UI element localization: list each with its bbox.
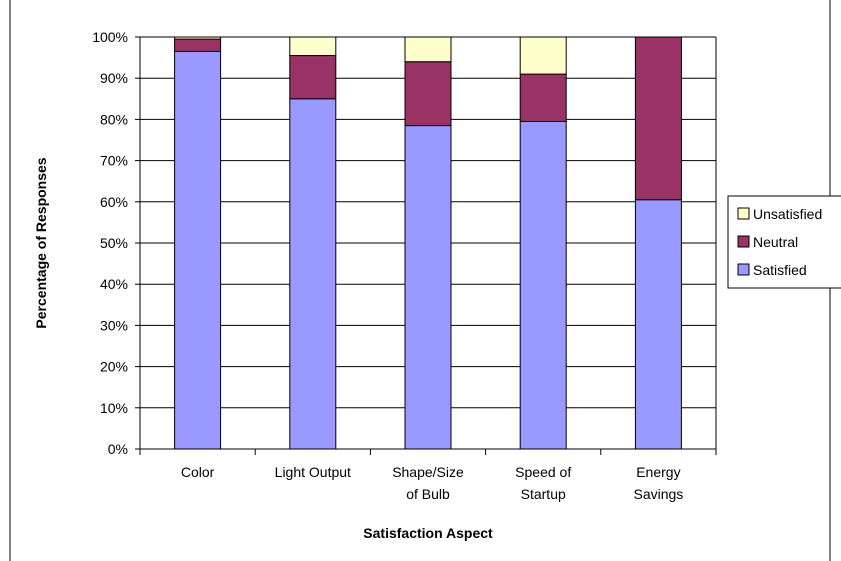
y-tick-label: 40% <box>100 276 128 292</box>
legend-label-unsatisfied: Unsatisfied <box>753 206 822 222</box>
y-tick-label: 50% <box>100 235 128 251</box>
x-tick-label: Light Output <box>275 464 351 480</box>
bar-satisfied <box>519 120 567 450</box>
axes <box>135 36 717 455</box>
bar-neutral <box>289 55 337 100</box>
y-tick-label: 30% <box>100 317 128 333</box>
y-tick-labels: 0% 10% 20% 30% 40% 50% 60% 70% 80% 90% 100% <box>92 29 128 457</box>
x-tick-label: Color <box>181 464 215 480</box>
x-tick-label: Shape/Size of Bulb <box>392 464 464 502</box>
legend-swatch-satisfied <box>737 263 750 276</box>
x-axis-title: Satisfaction Aspect <box>363 525 493 541</box>
legend-label-neutral: Neutral <box>753 234 798 250</box>
bar-satisfied <box>634 199 682 450</box>
bar-unsatisfied <box>289 36 337 57</box>
bar-unsatisfied <box>519 36 567 75</box>
y-tick-label: 0% <box>108 441 128 457</box>
bar-satisfied <box>174 50 222 450</box>
y-tick-label: 20% <box>100 359 128 375</box>
bar-neutral <box>174 38 222 52</box>
bar-neutral <box>634 36 682 201</box>
bar-satisfied <box>289 98 337 450</box>
y-tick-label: 60% <box>100 194 128 210</box>
y-tick-label: 100% <box>92 29 128 45</box>
bar-satisfied <box>404 125 452 450</box>
y-tick-label: 70% <box>100 153 128 169</box>
bar-neutral <box>404 61 452 127</box>
y-tick-label: 80% <box>100 111 128 127</box>
legend: Unsatisfied Neutral Satisfied <box>727 195 841 289</box>
x-tick-labels: Color Light Output Shape/Size of Bulb Speed … <box>181 464 683 502</box>
legend-swatch-unsatisfied <box>737 207 750 220</box>
legend-swatch-neutral <box>737 235 750 248</box>
y-axis-title: Percentage of Responses <box>33 157 49 328</box>
x-tick-label: Energy Savings <box>633 464 683 502</box>
bar-unsatisfied <box>174 36 222 40</box>
bars <box>174 36 682 450</box>
y-tick-label: 90% <box>100 70 128 86</box>
bar-neutral <box>519 73 567 122</box>
y-tick-label: 10% <box>100 400 128 416</box>
legend-label-satisfied: Satisfied <box>753 262 807 278</box>
x-tick-label: Speed of Startup <box>515 464 571 502</box>
bar-unsatisfied <box>404 36 452 63</box>
